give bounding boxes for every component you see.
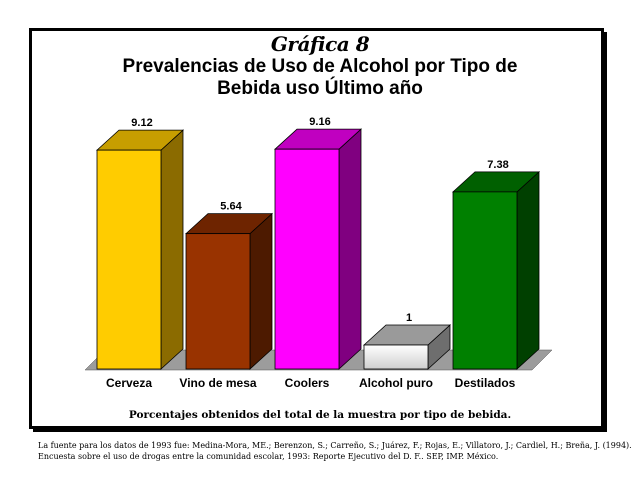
category-label-0: Cerveza bbox=[106, 376, 152, 390]
source-line-1: La fuente para los datos de 1993 fue: Me… bbox=[38, 441, 632, 450]
source-line-2: Encuesta sobre el uso de drogas entre la… bbox=[38, 452, 499, 461]
bar-1 bbox=[185, 233, 251, 370]
data-label-2: 9.16 bbox=[309, 116, 330, 128]
bar-side-4 bbox=[516, 170, 540, 370]
data-label-0: 9.12 bbox=[131, 117, 152, 129]
category-label-1: Vino de mesa bbox=[179, 376, 256, 390]
bar-side-1 bbox=[249, 212, 273, 370]
data-label-4: 7.38 bbox=[487, 159, 508, 171]
data-label-3: 1 bbox=[406, 312, 412, 324]
category-label-4: Destilados bbox=[455, 376, 516, 390]
source-citation: La fuente para los datos de 1993 fue: Me… bbox=[38, 440, 632, 462]
chart-label-line-1: Gráfica 8 bbox=[270, 32, 370, 56]
chart-note: Porcentajes obtenidos del total de la mu… bbox=[128, 409, 512, 421]
chart-label-line-3: Bebida uso Último año bbox=[217, 78, 423, 99]
frame-shadow bbox=[604, 32, 607, 432]
category-label-3: Alcohol puro bbox=[359, 376, 433, 390]
data-label-1: 5.64 bbox=[220, 201, 242, 213]
bar-2 bbox=[274, 148, 340, 370]
category-label-2: Coolers bbox=[285, 376, 330, 390]
chart-label-line-2: Prevalencias de Uso de Alcohol por Tipo … bbox=[122, 56, 518, 77]
bar-4 bbox=[452, 191, 518, 370]
bar-side-0 bbox=[160, 129, 184, 370]
frame-shadow bbox=[33, 429, 607, 432]
bar-side-2 bbox=[338, 128, 362, 370]
bar-0 bbox=[96, 149, 162, 370]
bar-3 bbox=[363, 344, 429, 370]
